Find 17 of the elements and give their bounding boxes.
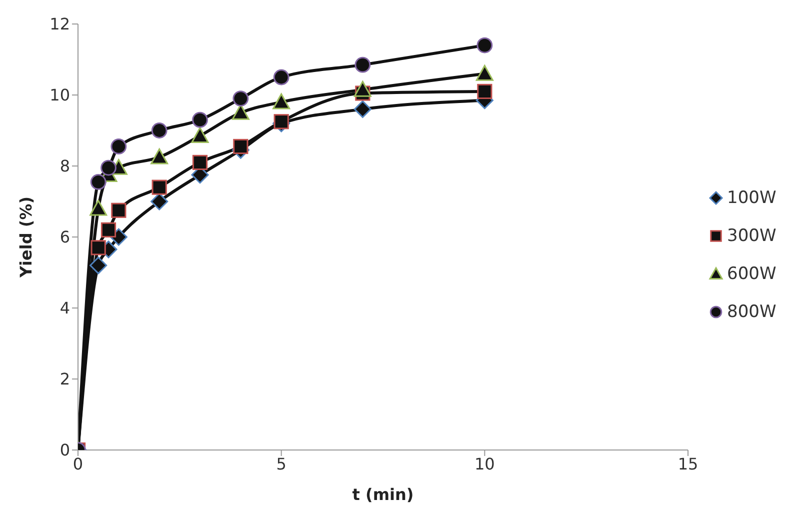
legend-label: 100W (727, 188, 776, 208)
x-tick-label: 0 (72, 454, 84, 474)
y-tick-label: 12 (50, 14, 70, 34)
y-tick-label: 10 (50, 86, 70, 105)
x-axis-title: t (min) (352, 485, 414, 504)
x-tick-label: 10 (474, 454, 495, 474)
legend-label: 600W (727, 264, 776, 284)
y-tick-label: 8 (60, 156, 70, 176)
legend-label: 800W (727, 302, 776, 322)
y-tick-label: 2 (60, 370, 70, 389)
y-tick-label: 6 (60, 228, 70, 247)
x-tick-label: 15 (678, 454, 698, 474)
y-tick-label: 4 (60, 298, 70, 318)
y-tick-label: 0 (60, 440, 70, 460)
legend-label: 300W (727, 226, 776, 246)
y-axis-title: Yield (%) (16, 196, 36, 279)
x-tick-label: 5 (276, 454, 286, 474)
